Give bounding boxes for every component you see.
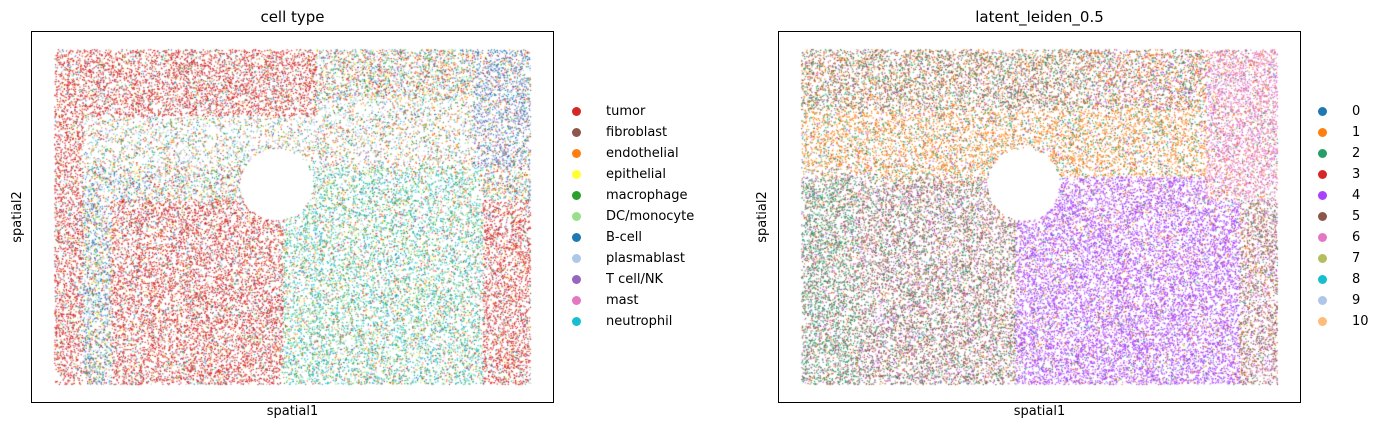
- chart2-legend-item: 10: [1318, 311, 1369, 332]
- legend-marker-icon: [1318, 107, 1327, 116]
- chart2-legend-item: 1: [1318, 122, 1369, 143]
- chart1-title: cell type: [260, 8, 325, 26]
- chart1-plot-area: [31, 31, 554, 403]
- legend-marker-icon: [1318, 296, 1327, 305]
- chart2-legend-item: 8: [1318, 269, 1369, 290]
- chart1-legend-item: tumor: [572, 101, 694, 122]
- legend-marker-icon: [1318, 233, 1327, 242]
- chart2-plot-area: [778, 31, 1301, 403]
- chart1-legend-item: epithelial: [572, 164, 694, 185]
- legend-label: DC/monocyte: [606, 209, 695, 224]
- legend-marker-icon: [572, 233, 581, 242]
- chart1-legend-item: plasmablast: [572, 248, 694, 269]
- legend-label: plasmablast: [606, 251, 685, 266]
- legend-marker-icon: [572, 317, 581, 326]
- legend-marker-icon: [572, 254, 581, 263]
- legend-marker-icon: [1318, 317, 1327, 326]
- chart2-legend-item: 3: [1318, 164, 1369, 185]
- chart1-legend: tumor fibroblast endothelial epithelial macr…: [572, 101, 694, 332]
- legend-marker-icon: [572, 191, 581, 200]
- chart1-legend-item: DC/monocyte: [572, 206, 694, 227]
- chart1-legend-item: endothelial: [572, 143, 694, 164]
- legend-marker-icon: [1318, 128, 1327, 137]
- legend-marker-icon: [1318, 149, 1327, 158]
- legend-label: 2: [1352, 146, 1361, 161]
- chart2-legend-item: 0: [1318, 101, 1369, 122]
- legend-marker-icon: [572, 149, 581, 158]
- legend-label: 8: [1352, 272, 1361, 287]
- legend-label: epithelial: [606, 167, 666, 182]
- chart1-xlabel: spatial1: [266, 404, 319, 419]
- chart2-scatter-points: [779, 32, 1300, 402]
- chart1-ylabel: spatial2: [10, 191, 25, 243]
- legend-label: neutrophil: [606, 314, 673, 329]
- chart2-legend-item: 6: [1318, 227, 1369, 248]
- legend-marker-icon: [1318, 275, 1327, 284]
- chart2-legend-item: 4: [1318, 185, 1369, 206]
- legend-marker-icon: [1318, 254, 1327, 263]
- chart2-legend-item: 5: [1318, 206, 1369, 227]
- legend-label: 1: [1352, 125, 1361, 140]
- chart2-ylabel: spatial2: [755, 191, 770, 243]
- legend-label: fibroblast: [606, 125, 668, 140]
- chart2-legend-item: 7: [1318, 248, 1369, 269]
- chart2-xlabel: spatial1: [1013, 404, 1066, 419]
- chart1-scatter-points: [32, 32, 553, 402]
- legend-label: tumor: [606, 104, 646, 119]
- legend-marker-icon: [572, 128, 581, 137]
- chart1-legend-item: macrophage: [572, 185, 694, 206]
- legend-marker-icon: [572, 107, 581, 116]
- legend-marker-icon: [1318, 170, 1327, 179]
- legend-label: 4: [1352, 188, 1361, 203]
- legend-marker-icon: [1318, 191, 1327, 200]
- legend-marker-icon: [572, 170, 581, 179]
- legend-label: 6: [1352, 230, 1361, 245]
- legend-label: macrophage: [606, 188, 688, 203]
- legend-marker-icon: [1318, 212, 1327, 221]
- chart1-legend-item: B-cell: [572, 227, 694, 248]
- chart2-legend-item: 9: [1318, 290, 1369, 311]
- chart2-legend: 0 1 2 3 4 5 6 7 8 9 10: [1318, 101, 1369, 332]
- legend-label: mast: [606, 293, 639, 308]
- chart2-legend-item: 2: [1318, 143, 1369, 164]
- legend-label: 5: [1352, 209, 1361, 224]
- legend-marker-icon: [572, 296, 581, 305]
- legend-label: T cell/NK: [606, 272, 664, 287]
- legend-label: B-cell: [606, 230, 642, 245]
- legend-marker-icon: [572, 275, 581, 284]
- chart2-title: latent_leiden_0.5: [975, 8, 1104, 26]
- legend-label: 7: [1352, 251, 1361, 266]
- chart1-legend-item: T cell/NK: [572, 269, 694, 290]
- legend-label: endothelial: [606, 146, 679, 161]
- chart1-legend-item: mast: [572, 290, 694, 311]
- chart1-legend-item: fibroblast: [572, 122, 694, 143]
- legend-marker-icon: [572, 212, 581, 221]
- chart1-legend-item: neutrophil: [572, 311, 694, 332]
- legend-label: 3: [1352, 167, 1361, 182]
- legend-label: 9: [1352, 293, 1361, 308]
- legend-label: 10: [1352, 314, 1369, 329]
- legend-label: 0: [1352, 104, 1361, 119]
